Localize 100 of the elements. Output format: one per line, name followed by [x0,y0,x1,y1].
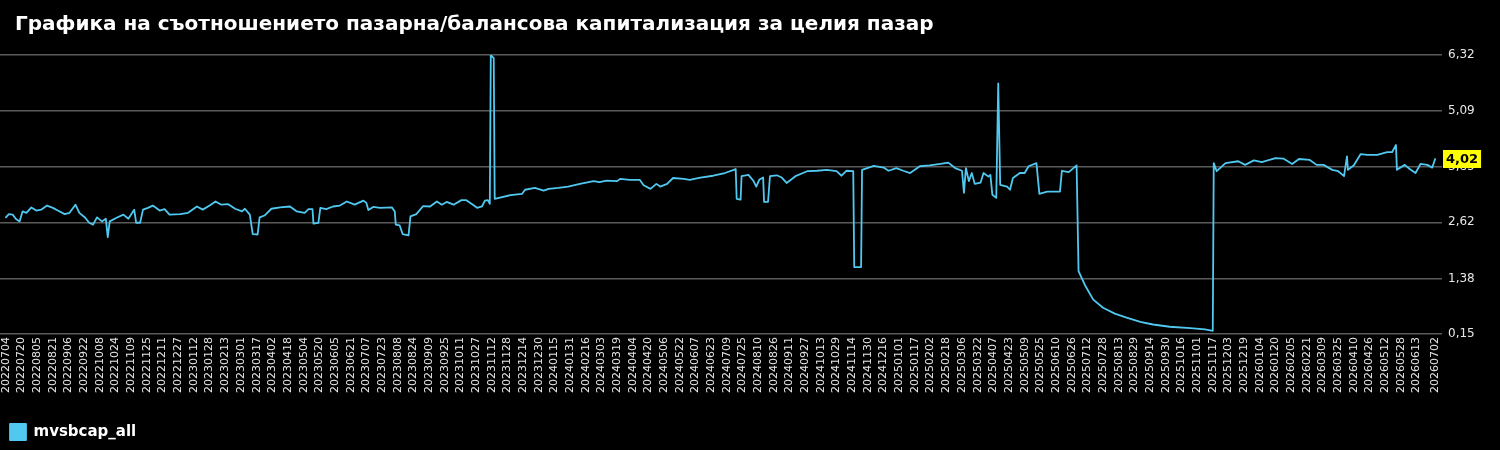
x-tick-label: 20260528 [1393,337,1407,393]
x-tick-label: 20221109 [124,337,138,393]
x-tick-label: 20221008 [92,337,106,393]
x-tick-label: 20240623 [704,337,718,393]
x-tick-label: 20250306 [954,337,968,393]
x-tick-label: 20240319 [610,337,624,393]
x-tick-label: 20221227 [171,337,185,393]
x-tick-label: 20250101 [892,337,906,393]
x-tick-label: 20230925 [437,337,451,393]
x-tick-label: 20260325 [1331,337,1345,393]
x-tick-label: 20250930 [1158,337,1172,393]
x-tick-label: 20220906 [61,337,75,393]
x-tick-label: 20220922 [77,337,91,393]
y-tick-label: 0,15 [1448,326,1475,341]
x-tick-label: 20260613 [1409,337,1423,393]
x-tick-label: 20250728 [1095,337,1109,393]
x-tick-label: 20231011 [453,337,467,393]
x-tick-label: 20260410 [1346,337,1360,393]
x-tick-label: 20220805 [30,337,44,393]
x-tick-label: 20260104 [1252,337,1266,393]
x-tick-label: 20240303 [594,337,608,393]
x-tick-label: 20230723 [374,337,388,393]
x-tick-label: 20241216 [876,337,890,393]
x-tick-label: 20260120 [1268,337,1282,393]
x-tick-label: 20250117 [907,337,921,393]
x-tick-label: 20250813 [1111,337,1125,393]
x-tick-label: 20250202 [923,337,937,393]
x-tick-label: 20230909 [421,337,435,393]
x-tick-label: 20220720 [14,337,28,393]
x-tick-label: 20230824 [406,337,420,393]
x-tick-label: 20240709 [719,337,733,393]
x-tick-label: 20250509 [1017,337,1031,393]
x-tick-label: 20260221 [1299,337,1313,393]
x-tick-label: 20240115 [547,337,561,393]
x-tick-label: 20250712 [1080,337,1094,393]
x-tick-label: 20250407 [986,337,1000,393]
x-tick-label: 20240810 [751,337,765,393]
x-tick-label: 20250914 [1142,337,1156,393]
x-tick-label: 20221211 [155,337,169,393]
legend-label: mvsbcap_all [33,421,137,440]
x-tick-label: 20230317 [249,337,263,393]
x-tick-label: 20260205 [1284,337,1297,393]
x-tick-label: 20230605 [327,337,341,393]
x-tick-label: 20230808 [390,337,404,393]
x-tick-label: 20250423 [1001,337,1015,393]
x-tick-label: 20250610 [1048,337,1062,393]
x-tick-label: 20220821 [45,337,59,393]
x-tick-label: 20251117 [1205,337,1219,393]
x-tick-label: 20231112 [484,337,498,393]
y-tick-label: 5,09 [1448,102,1475,117]
x-tick-label: 20220704 [0,337,12,393]
x-tick-label: 20230213 [218,337,232,393]
x-tick-label: 20240725 [735,337,749,393]
x-tick-label: 20250218 [939,337,953,393]
x-tick-label: 20240607 [688,337,702,393]
x-tick-label: 20251203 [1221,337,1235,393]
x-tick-label: 20240216 [578,337,592,393]
x-tick-label: 20241029 [829,337,843,393]
x-tick-label: 20251219 [1236,337,1250,393]
x-tick-label: 20250525 [1033,337,1047,393]
annotation: 4,02 [1446,150,1479,166]
x-tick-label: 20230621 [343,337,357,393]
x-tick-label: 20251016 [1174,337,1188,393]
x-tick-label: 20240131 [563,337,576,393]
y-tick-label: 1,38 [1448,270,1475,285]
x-tick-label: 20231230 [531,337,545,393]
y-tick-label: 6,32 [1448,47,1475,62]
x-tick-label: 20241130 [860,337,874,393]
x-tick-label: 20240826 [766,337,780,393]
x-tick-label: 20240404 [625,337,639,393]
x-tick-label: 20221024 [108,337,122,393]
x-tick-label: 20250322 [970,337,984,393]
x-tick-label: 20231214 [515,337,529,393]
x-tick-label: 20241114 [845,337,859,393]
x-tick-label: 20230402 [265,337,279,393]
x-tick-label: 20231027 [468,337,482,393]
x-tick-label: 20230504 [296,337,310,393]
chart-title: Графика на съотношението пазарна/балансова капитализация за целия пазар [15,11,934,36]
x-tick-label: 20260426 [1362,337,1376,393]
x-tick-label: 20230112 [186,337,200,393]
x-tick-label: 20260512 [1378,337,1392,393]
y-tick-label: 2,62 [1448,214,1475,229]
x-tick-label: 20250829 [1127,337,1141,393]
x-tick-label: 20240927 [798,337,812,393]
x-tick-label: 20250626 [1064,337,1078,393]
x-tick-label: 20230520 [312,337,326,393]
x-tick-label: 20240522 [672,337,686,393]
x-tick-label: 20240911 [782,337,796,393]
x-tick-label: 20230128 [202,337,216,393]
x-tick-label: 20231128 [500,337,514,393]
x-tick-label: 20240420 [641,337,655,393]
x-tick-label: 20221125 [139,337,153,393]
x-tick-label: 20251101 [1189,337,1203,393]
x-tick-label: 20240506 [657,337,671,393]
x-tick-label: 20260309 [1315,337,1329,393]
x-tick-label: 20230707 [359,337,373,393]
x-tick-label: 20260702 [1428,337,1441,393]
x-tick-label: 20230301 [233,337,247,393]
x-tick-label: 20230418 [280,337,294,393]
x-tick-label: 20241013 [813,337,827,393]
